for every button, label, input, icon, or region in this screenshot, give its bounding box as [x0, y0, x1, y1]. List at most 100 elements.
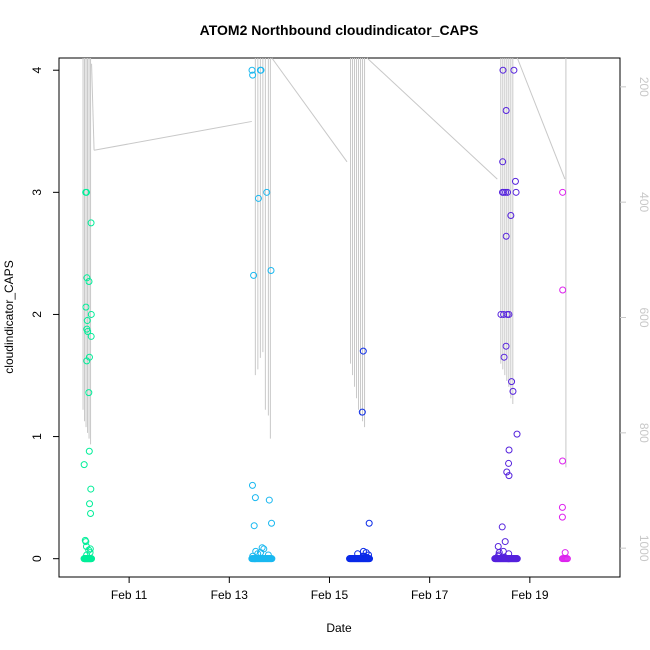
- data-point: [505, 446, 513, 454]
- profile-connector-line: [271, 57, 348, 163]
- data-point: [503, 468, 511, 476]
- data-point: [510, 66, 518, 74]
- data-point: [87, 219, 95, 227]
- data-point: [512, 188, 520, 196]
- x-tick-label: Feb 17: [411, 588, 449, 602]
- data-point: [494, 542, 502, 550]
- data-point: [502, 107, 510, 115]
- chart-title: ATOM2 Northbound cloudindicator_CAPS: [200, 22, 479, 38]
- data-point: [263, 188, 271, 196]
- data-point: [558, 513, 566, 521]
- data-point: [513, 555, 521, 563]
- y2-tick-label: 400: [637, 192, 650, 212]
- data-point: [82, 538, 90, 546]
- data-point: [500, 353, 508, 361]
- data-point: [500, 310, 508, 318]
- y-axis: 0 1 2 3 4: [30, 67, 59, 562]
- data-point: [257, 66, 265, 74]
- y-tick-label: 2: [30, 311, 44, 318]
- data-point: [251, 494, 259, 502]
- data-point: [559, 286, 567, 294]
- data-point: [265, 496, 273, 504]
- data-point: [85, 277, 93, 285]
- x-tick-label: Feb 15: [311, 588, 349, 602]
- data-points: [80, 66, 571, 563]
- data-point: [260, 545, 268, 553]
- data-point: [559, 457, 567, 465]
- pressure-profiles: [82, 57, 567, 468]
- data-point: [504, 188, 512, 196]
- profile-connector-line: [93, 120, 252, 151]
- data-point: [267, 266, 275, 274]
- x-tick-label: Feb 19: [511, 588, 549, 602]
- data-point: [558, 503, 566, 511]
- data-point: [250, 522, 258, 530]
- data-point: [499, 66, 507, 74]
- data-point: [248, 66, 256, 74]
- data-point: [354, 550, 362, 558]
- data-point: [87, 332, 95, 340]
- data-point: [248, 481, 256, 489]
- data-point: [83, 274, 91, 282]
- data-point: [363, 553, 371, 561]
- data-point: [82, 303, 90, 311]
- y-tick-label: 1: [30, 433, 44, 440]
- data-point: [87, 485, 95, 493]
- data-point: [365, 519, 373, 527]
- data-point: [85, 447, 93, 455]
- data-point: [494, 552, 502, 560]
- y-tick-label: 3: [30, 189, 44, 196]
- data-point: [83, 551, 91, 559]
- profile-connector-line: [516, 57, 566, 180]
- data-point: [83, 357, 91, 365]
- data-point: [86, 500, 94, 508]
- data-point: [511, 177, 519, 185]
- data-point: [258, 544, 266, 552]
- data-point: [87, 509, 95, 517]
- data-point: [85, 389, 93, 397]
- data-point: [505, 459, 513, 467]
- data-point: [499, 158, 507, 166]
- profile-connector-line: [366, 57, 498, 180]
- x-axis-label: Date: [326, 621, 352, 635]
- data-point: [507, 212, 515, 220]
- data-point: [87, 310, 95, 318]
- data-point: [509, 387, 517, 395]
- data-point: [501, 538, 509, 546]
- x-axis: Feb 11 Feb 13 Feb 15 Feb 17 Feb 19: [111, 577, 549, 602]
- data-point: [503, 310, 511, 318]
- data-point: [563, 555, 571, 563]
- data-point: [502, 232, 510, 240]
- data-point: [498, 188, 506, 196]
- data-point: [498, 523, 506, 531]
- data-point: [495, 549, 503, 557]
- data-point: [501, 553, 509, 561]
- data-point: [250, 271, 258, 279]
- data-point: [264, 551, 272, 559]
- data-point: [502, 188, 510, 196]
- data-point: [83, 317, 91, 325]
- data-point: [358, 408, 366, 416]
- x-tick-label: Feb 11: [111, 588, 148, 602]
- profile-connector-line: [91, 63, 95, 151]
- data-point: [502, 342, 510, 350]
- data-point: [561, 549, 569, 557]
- data-point: [80, 461, 88, 469]
- data-point: [559, 188, 567, 196]
- data-point: [505, 472, 513, 480]
- plot-frame: [58, 57, 621, 578]
- data-point: [268, 519, 276, 527]
- secondary-y-axis: 200 400 600 800 1000: [620, 77, 650, 562]
- y2-tick-label: 800: [637, 423, 650, 443]
- y-axis-label: cloudindicator_CAPS: [2, 260, 16, 373]
- data-point: [359, 552, 367, 560]
- data-point: [359, 347, 367, 355]
- data-point: [249, 552, 257, 560]
- data-point: [249, 71, 257, 79]
- y-tick-label: 0: [30, 555, 44, 562]
- data-point: [508, 378, 516, 386]
- y2-tick-label: 1000: [637, 535, 650, 562]
- data-point: [254, 194, 262, 202]
- data-point: [84, 328, 92, 336]
